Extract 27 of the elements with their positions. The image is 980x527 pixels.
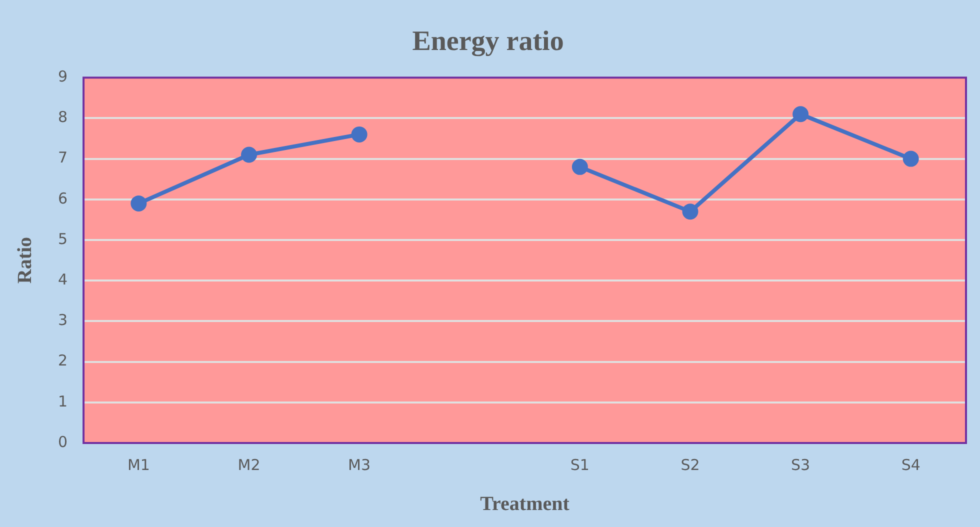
x-tick-label: S1 [570, 456, 590, 474]
x-tick-label: M3 [348, 456, 371, 474]
x-tick-label: M1 [127, 456, 150, 474]
y-tick-label: 4 [58, 270, 68, 288]
point [902, 150, 919, 167]
y-tick-label: 9 [58, 67, 68, 86]
y-tick-label: 1 [58, 392, 68, 410]
x-tick-label: M2 [238, 456, 260, 474]
y-tick-label: 5 [58, 230, 68, 248]
point [130, 195, 147, 212]
y-tick-label: 3 [58, 311, 68, 330]
y-tick-label: 7 [58, 148, 68, 167]
x-axis-title: Treatment [480, 493, 570, 516]
point [682, 204, 698, 220]
point [792, 106, 809, 122]
y-tick-label: 0 [58, 432, 68, 451]
chart-title: Energy ratio [412, 26, 564, 58]
point [351, 126, 368, 142]
y-tick-label: 6 [58, 189, 68, 208]
x-tick-label: S3 [791, 456, 810, 474]
x-tick-label: S2 [680, 456, 700, 474]
y-axis-title: Ratio [14, 236, 36, 284]
y-tick-label: 2 [58, 352, 68, 370]
point [572, 158, 588, 175]
x-tick-label: S4 [901, 456, 920, 474]
y-tick-label: 8 [58, 108, 68, 126]
point [241, 146, 258, 163]
